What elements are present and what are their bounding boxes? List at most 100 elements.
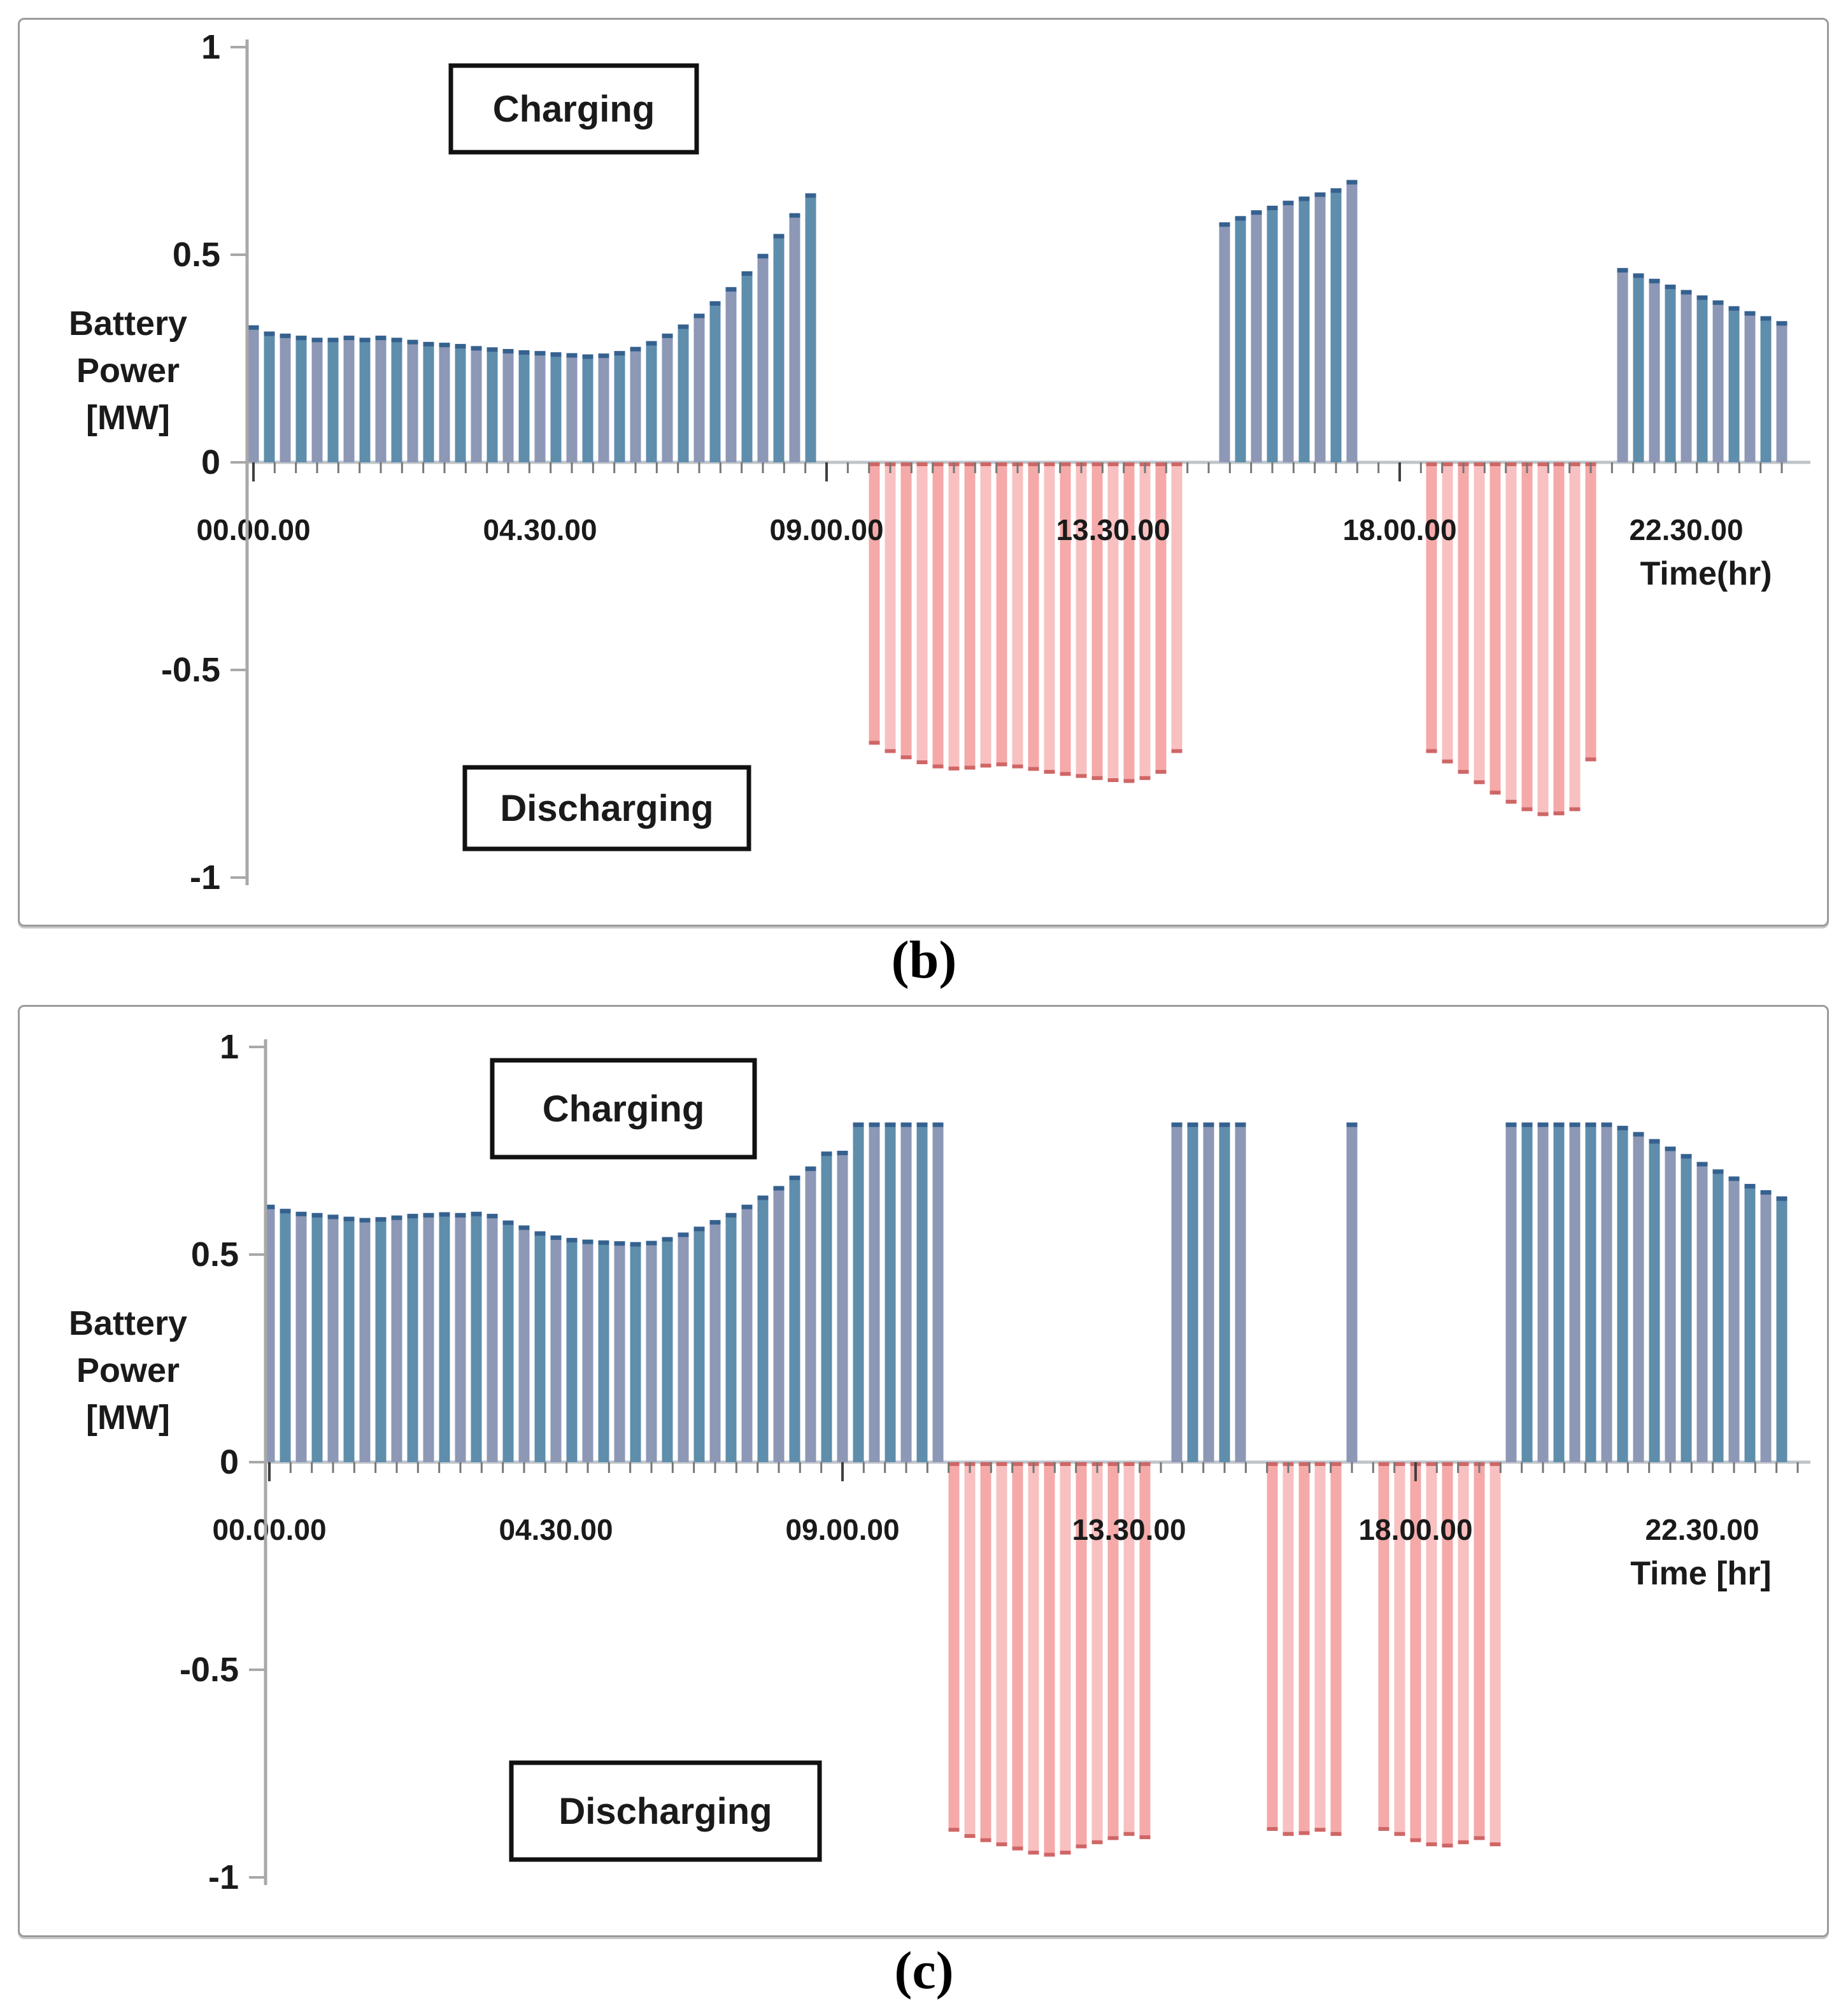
bar-charge: [391, 1215, 402, 1462]
bar-charge: [295, 336, 307, 462]
bar-charge-cap: [598, 1240, 609, 1245]
bar-charge: [280, 333, 291, 462]
bar-discharge-cap: [1537, 812, 1549, 816]
bar-discharge-cap: [948, 1828, 960, 1832]
bar-charge-cap: [375, 336, 387, 341]
bar-discharge: [996, 1462, 1007, 1847]
bar-discharge: [980, 1462, 992, 1842]
bar-discharge-cap: [900, 755, 912, 760]
bar-discharge-top-cap: [1044, 1462, 1055, 1466]
bar-discharge: [1155, 462, 1167, 774]
bar-discharge-top-cap: [932, 462, 944, 466]
bar-charge: [1617, 267, 1628, 462]
bar-discharge: [1569, 462, 1581, 811]
bar-charge: [1633, 273, 1644, 462]
bar-discharge: [964, 1462, 976, 1839]
bar-charge-cap: [502, 1220, 514, 1225]
bar-charge-cap: [725, 287, 737, 292]
bar-charge: [327, 338, 339, 462]
bar-charge-cap: [725, 1213, 737, 1218]
bar-charge: [741, 271, 753, 462]
bar-charge-cap: [678, 324, 689, 329]
bar-charge-cap: [582, 1239, 593, 1244]
bar-discharge: [1442, 1462, 1453, 1848]
bar-discharge-top-cap: [996, 1462, 1007, 1466]
bar-charge-cap: [359, 1218, 371, 1223]
bar-charge-cap: [757, 253, 769, 259]
bar-charge-cap: [1649, 1139, 1660, 1144]
bar-discharge-top-cap: [1458, 1462, 1469, 1466]
bar-charge: [1219, 222, 1230, 462]
bar-charge: [1696, 295, 1708, 462]
bar-discharge-cap: [1123, 1832, 1135, 1836]
bar-discharge-cap: [1076, 1844, 1087, 1849]
bar-charge: [1330, 188, 1342, 462]
bar-discharge-top-cap: [1060, 1462, 1071, 1466]
bar-charge-cap: [375, 1217, 387, 1222]
bar-charge: [375, 336, 387, 462]
bar-discharge-cap: [916, 760, 928, 765]
bar-discharge: [1553, 462, 1565, 816]
bar-discharge-cap: [1107, 1836, 1119, 1840]
bar-charge-cap: [359, 338, 371, 343]
bar-discharge-cap: [885, 749, 896, 753]
bar-charge: [853, 1122, 864, 1462]
bar-charge: [757, 253, 769, 462]
bar-charge-cap: [280, 333, 291, 338]
bar-charge-cap: [1585, 1122, 1596, 1127]
bar-discharge-cap: [1505, 799, 1517, 804]
bar-charge-cap: [1633, 1132, 1644, 1137]
bar-charge: [550, 1235, 562, 1462]
bar-charge-cap: [1283, 201, 1294, 206]
discharging-label: Discharging: [500, 788, 713, 829]
bar-discharge-cap: [932, 764, 944, 769]
bar-discharge-top-cap: [1569, 462, 1581, 466]
bar-discharge: [980, 462, 992, 768]
bar-charge: [1267, 206, 1278, 462]
bar-charge: [423, 341, 434, 462]
bar-charge: [471, 1211, 482, 1462]
bar-discharge: [1060, 462, 1071, 776]
y-tick-label: 0.5: [173, 236, 220, 274]
bar-charge-cap: [1267, 206, 1278, 211]
bar-charge: [1760, 1190, 1772, 1462]
bar-discharge-cap: [1378, 1826, 1390, 1831]
bar-charge-cap: [1760, 1190, 1772, 1195]
bar-discharge-cap: [1123, 779, 1135, 783]
bar-charge-cap: [757, 1195, 769, 1200]
bar-discharge: [1394, 1462, 1405, 1836]
bar-charge: [248, 325, 259, 462]
bar-charge-cap: [1346, 180, 1358, 185]
bar-discharge: [1044, 462, 1055, 774]
bar-charge: [1553, 1122, 1565, 1462]
bar-discharge: [1139, 462, 1151, 780]
bar-charge: [646, 341, 657, 462]
bar-charge-cap: [471, 346, 482, 351]
bar-charge: [518, 350, 530, 462]
bar-discharge: [1283, 1462, 1294, 1836]
x-tick-label: 13.30.00: [1056, 513, 1170, 546]
bar-discharge: [1028, 462, 1039, 771]
bar-charge: [693, 1227, 705, 1462]
bar-discharge-top-cap: [1107, 1462, 1119, 1466]
bar-charge-cap: [550, 352, 562, 357]
bar-discharge-top-cap: [1298, 1462, 1310, 1466]
bar-charge: [1171, 1122, 1183, 1462]
bar-discharge-top-cap: [1123, 462, 1135, 466]
bar-charge: [614, 1241, 625, 1462]
bar-charge-cap: [678, 1232, 689, 1237]
bar-charge-cap: [1298, 196, 1310, 201]
bar-charge: [1712, 300, 1724, 462]
bar-discharge: [1474, 462, 1485, 785]
bar-charge: [1187, 1122, 1198, 1462]
y-tick-label: 1: [201, 28, 220, 66]
bar-charge: [423, 1213, 434, 1462]
bar-charge-cap: [1601, 1122, 1612, 1127]
bar-discharge-cap: [1044, 1853, 1055, 1857]
bar-charge-cap: [693, 1227, 705, 1232]
bar-charge: [725, 287, 737, 462]
bar-charge: [1235, 216, 1246, 462]
bar-discharge-top-cap: [980, 462, 992, 466]
bar-discharge-cap: [1012, 1846, 1023, 1851]
bar-discharge: [869, 462, 880, 745]
